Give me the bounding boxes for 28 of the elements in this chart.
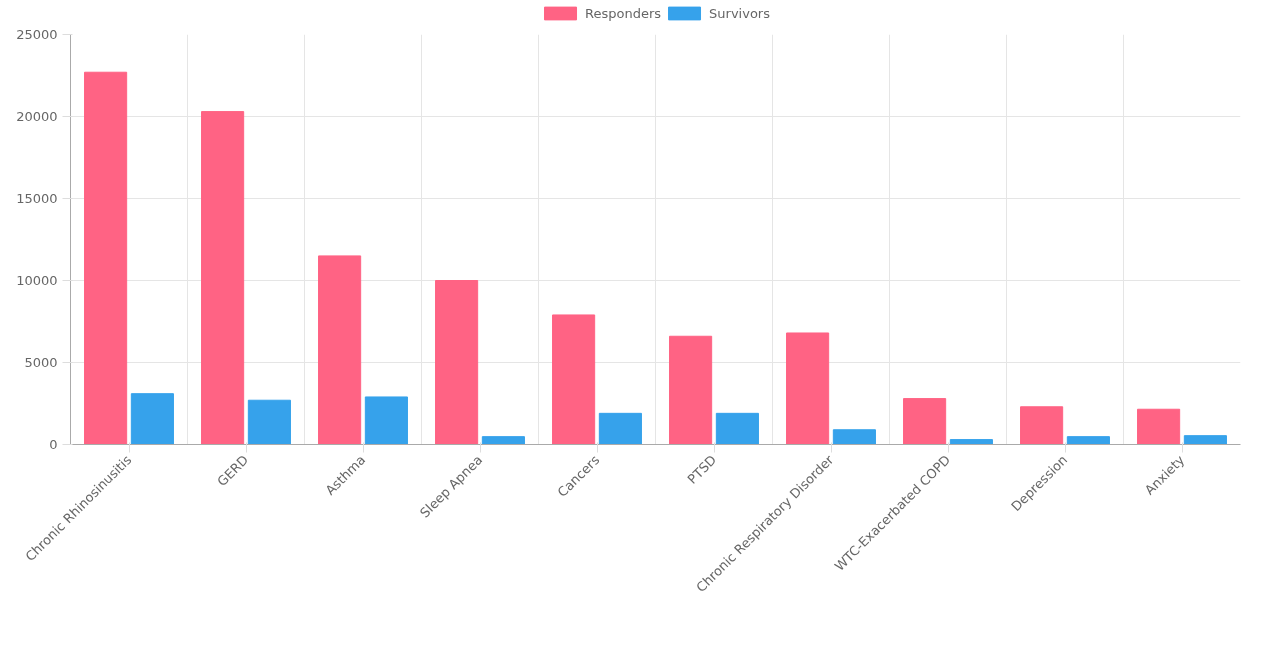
bar <box>435 280 479 445</box>
y-tick-label: 15000 <box>16 191 58 206</box>
bar <box>786 332 830 445</box>
bar <box>715 412 759 445</box>
bar <box>552 314 596 445</box>
y-tick-label: 5000 <box>24 355 58 370</box>
bar <box>903 398 947 445</box>
bar <box>832 429 876 445</box>
bar <box>1066 436 1110 445</box>
y-tick-label: 10000 <box>16 273 58 288</box>
bar <box>364 396 408 445</box>
bar <box>84 71 128 445</box>
bar <box>247 399 291 445</box>
bar <box>598 412 642 445</box>
bar <box>1183 435 1227 445</box>
bar <box>669 335 713 445</box>
bar <box>481 436 525 445</box>
bar <box>201 111 245 445</box>
bar <box>318 255 362 445</box>
legend-label: Survivors <box>709 5 770 21</box>
y-tick-label: 20000 <box>16 109 58 124</box>
y-tick-label: 0 <box>49 437 58 452</box>
bar <box>1137 408 1181 445</box>
bar <box>1020 406 1064 445</box>
bar <box>130 393 174 445</box>
legend-label: Responders <box>585 5 662 21</box>
bar <box>949 439 993 445</box>
y-tick-label: 25000 <box>16 27 58 42</box>
